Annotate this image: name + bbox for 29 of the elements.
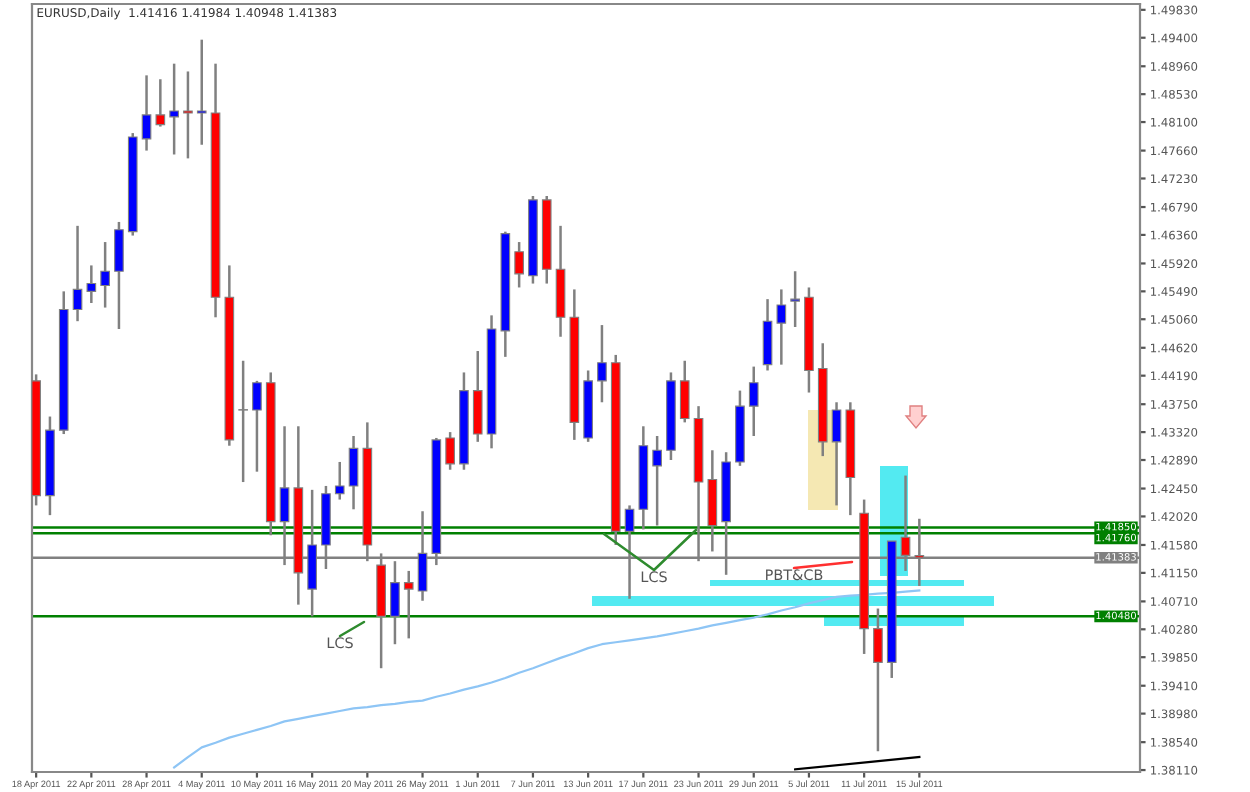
candlestick	[72, 224, 83, 323]
candlestick	[514, 240, 524, 289]
candlestick	[114, 220, 124, 331]
candlestick	[348, 434, 359, 511]
candlestick	[169, 62, 179, 156]
candlestick	[196, 38, 207, 147]
candlestick	[597, 323, 607, 404]
candlestick	[141, 74, 152, 152]
candlestick	[183, 70, 193, 160]
candlestick	[403, 569, 414, 640]
candlestick	[555, 224, 566, 339]
candlestick	[86, 264, 97, 305]
candlestick	[472, 349, 483, 444]
candlestick	[762, 297, 773, 372]
candlestick	[334, 460, 345, 501]
candlestick	[873, 607, 883, 753]
candlestick	[252, 379, 262, 473]
candlestick	[790, 269, 800, 329]
candlestick	[831, 401, 842, 507]
candlestick	[776, 288, 787, 366]
candlestick	[679, 359, 690, 424]
candlestick	[748, 365, 759, 438]
candlestick	[707, 449, 718, 553]
candlestick	[445, 430, 455, 471]
line-series	[173, 589, 921, 769]
candlestick	[100, 240, 110, 309]
candlestick	[652, 434, 662, 527]
candlestick	[155, 77, 166, 128]
candlestick	[238, 359, 248, 484]
